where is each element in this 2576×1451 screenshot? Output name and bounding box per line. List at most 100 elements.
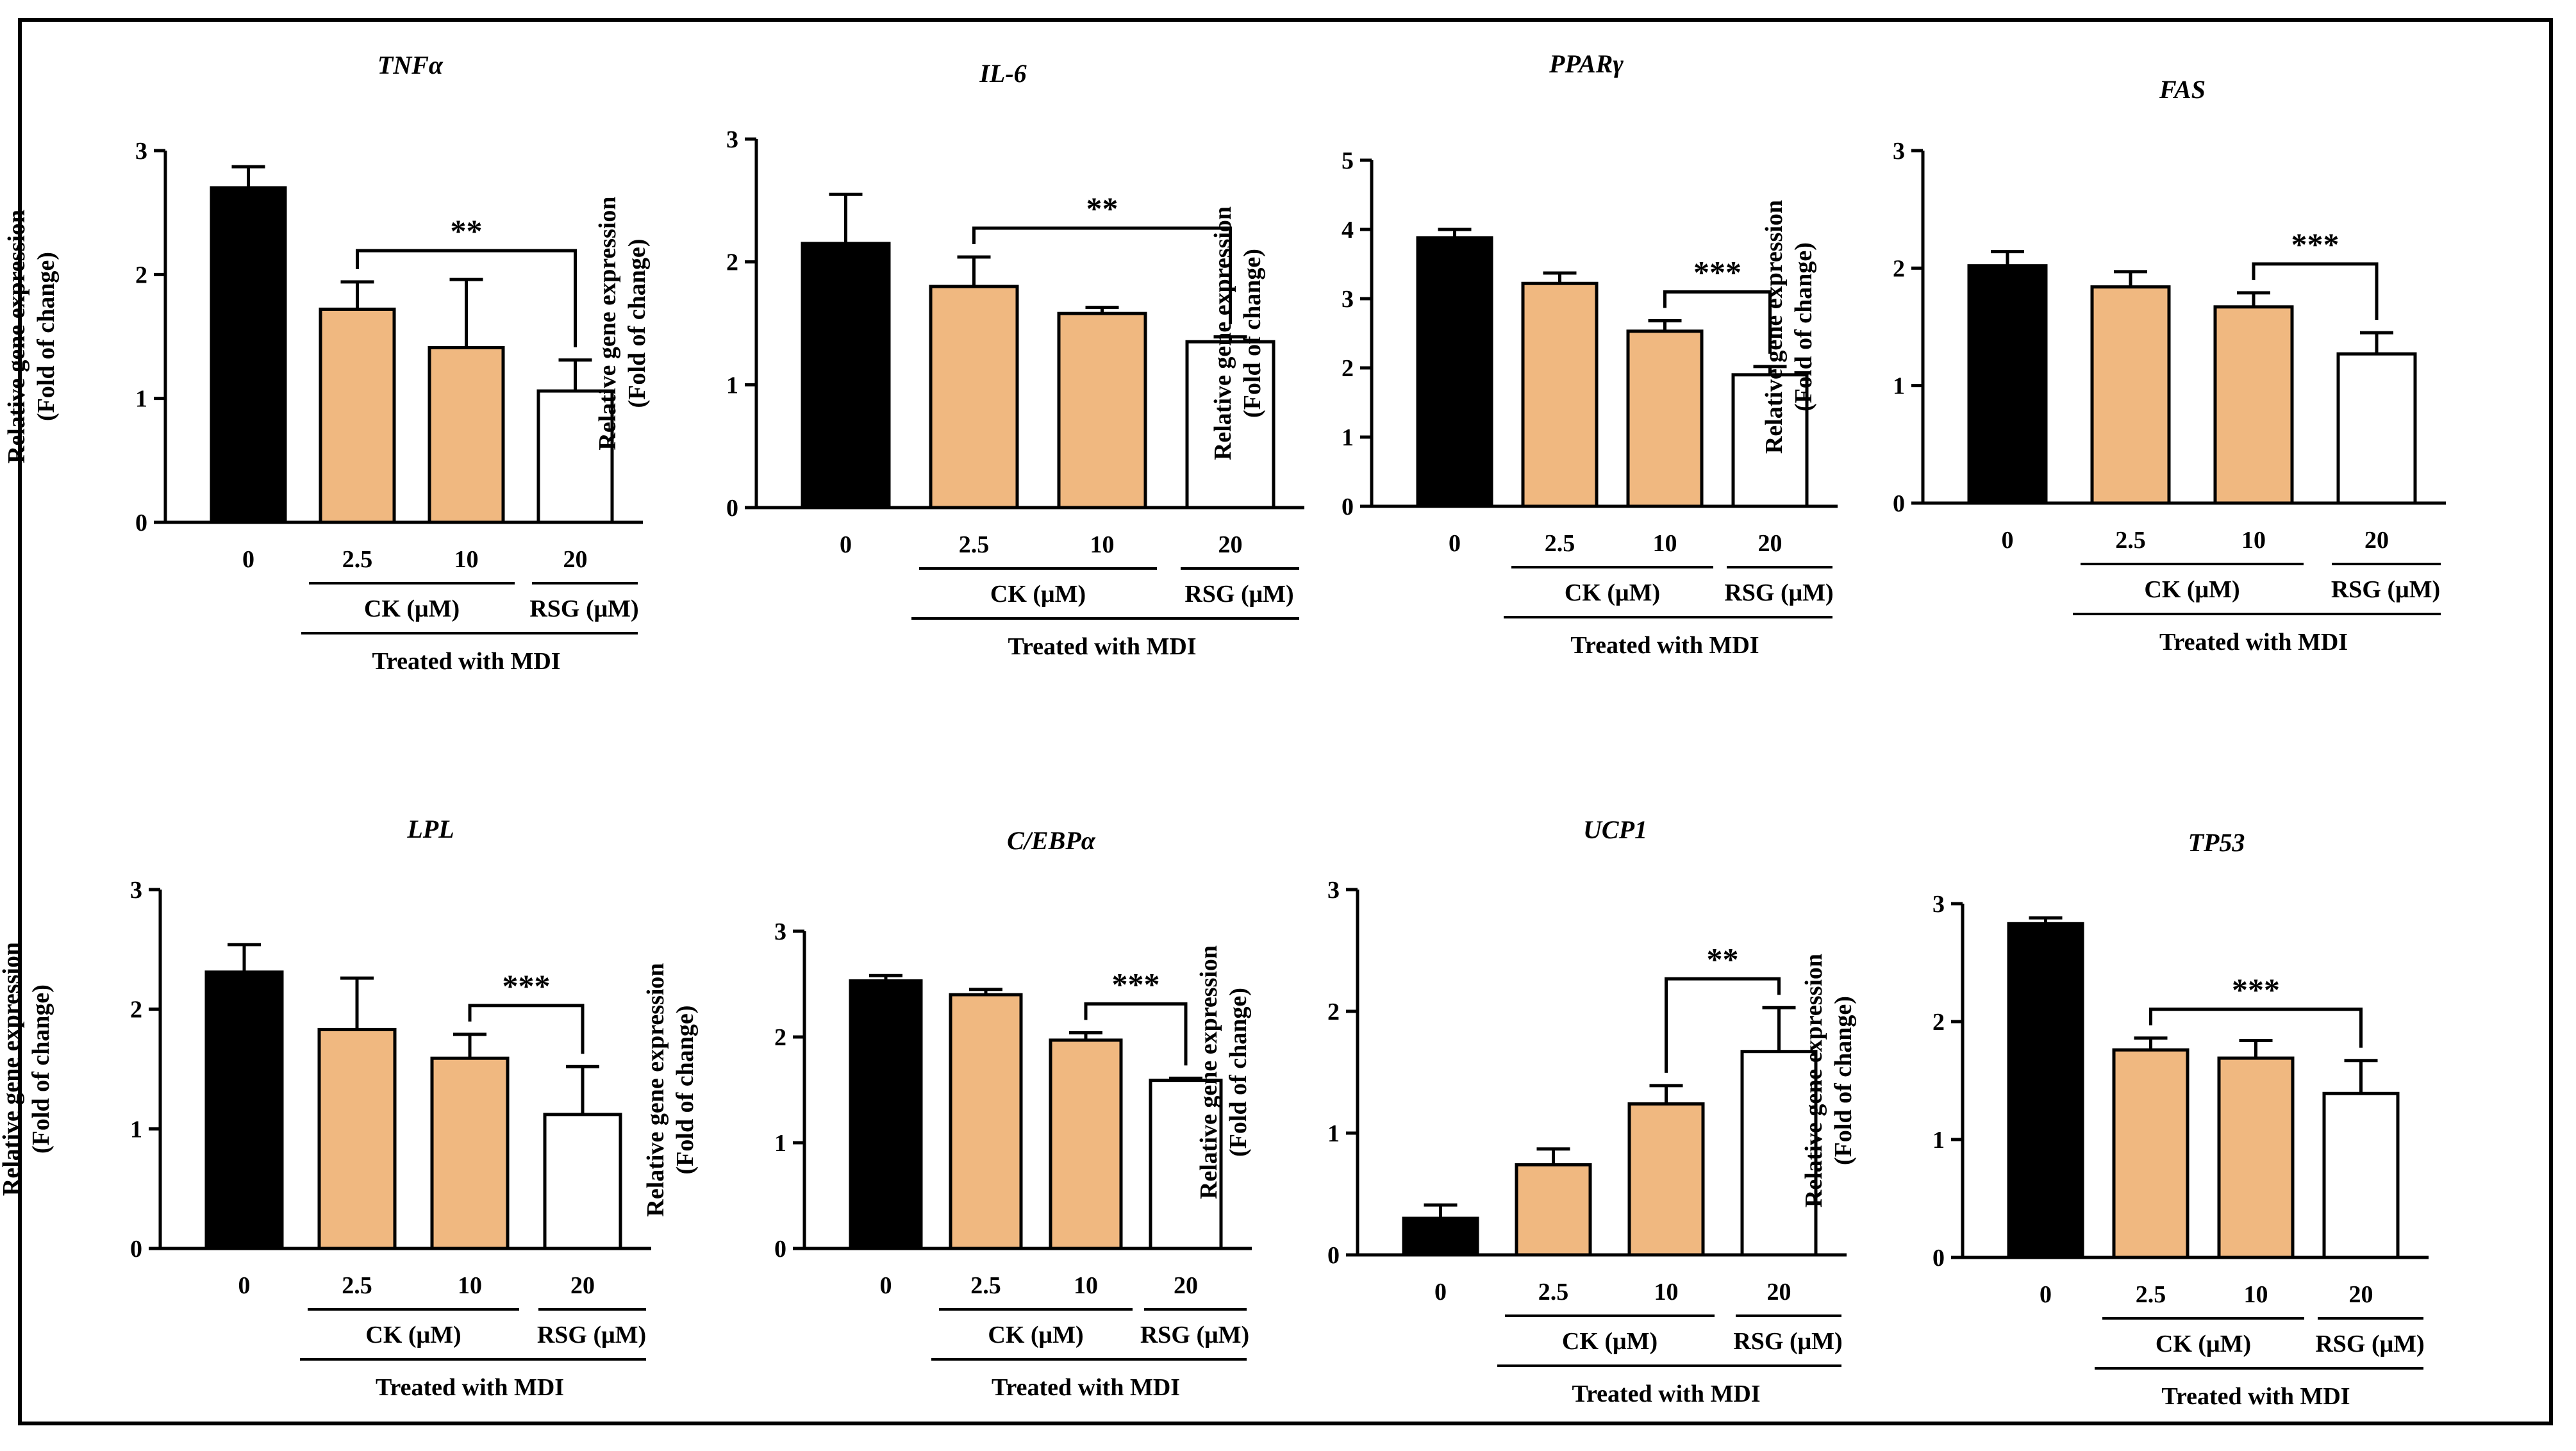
rsg-group-label: RSG (μM) [1184,581,1293,608]
bar-0 [801,242,891,510]
x-tick-label: 20 [1767,1279,1791,1306]
bar-2.5 [929,285,1019,510]
bar-10 [2213,305,2294,505]
y-axis-label-line2: (Fold of change) [1239,249,1266,418]
rsg-group-label: RSG (μM) [2315,1331,2424,1357]
bar-10 [2217,1056,2295,1259]
ck-group-label: CK (μM) [364,595,460,622]
y-tick-label: 3 [774,918,786,945]
y-axis-label: Relative gene expression (Fold of change) [1800,954,1857,1207]
y-tick-label: 3 [1893,138,1905,165]
y-axis-label: Relative gene expression (Fold of change) [1195,945,1252,1199]
ck-group-label: CK (μM) [988,1322,1083,1348]
y-axis-label-line1: Relative gene expression [1209,206,1236,460]
significance-label: ** [1086,190,1118,226]
significance-bracket [1665,977,1781,1073]
treated-group-label: Treated with MDI [376,1374,564,1401]
rsg-group-label: RSG (μM) [1140,1322,1249,1348]
significance-label: ** [451,213,483,249]
significance-label: *** [1693,254,1741,290]
bar-20 [2336,352,2417,505]
y-axis-label-line2: (Fold of change) [1225,988,1252,1157]
y-tick-label: 3 [1932,891,1945,918]
bar-0 [1402,1216,1479,1257]
rsg-group-label: RSG (μM) [1724,579,1833,606]
y-tick-label: 3 [130,877,142,904]
y-tick-label: 1 [1342,424,1354,451]
significance-bracket [2149,1007,2363,1048]
x-tick-label: 2.5 [2115,527,2146,554]
bar-2.5 [2112,1048,2190,1259]
treated-group-label: Treated with MDI [1570,632,1759,659]
bar-2.5 [1515,1163,1592,1257]
y-tick-label: 1 [135,386,147,413]
panel-title: TP53 [2188,828,2245,857]
bar-0 [2007,922,2084,1259]
x-tick-label: 20 [570,1272,595,1299]
bar-10 [1626,329,1704,508]
bar-2.5 [949,993,1023,1250]
x-tick-label: 10 [2244,1281,2268,1308]
y-tick-label: 1 [1893,373,1905,400]
bar-2.5 [319,307,396,524]
y-axis-label-line1: Relative gene expression [642,963,669,1216]
bar-20 [1731,373,1809,508]
y-axis-label-line1: Relative gene expression [1800,954,1827,1207]
panel-5: LPL Relative gene expression (Fold of chan… [0,815,651,1401]
y-tick-label: 5 [1342,147,1354,174]
bar-0 [1967,264,2048,505]
y-axis-label-line2: (Fold of change) [1830,996,1857,1165]
y-axis-label-line2: (Fold of change) [672,1006,699,1175]
y-tick-label: 0 [1932,1245,1945,1272]
bar-10 [1057,311,1147,510]
panel-title: FAS [2159,75,2206,104]
bar-0 [210,186,287,524]
significance-bracket [356,249,577,347]
x-tick-label: 0 [1449,530,1461,557]
bar-20 [1149,1079,1223,1250]
x-tick-label: 2.5 [342,546,373,573]
y-tick-label: 1 [1932,1127,1945,1154]
x-tick-label: 2.5 [2136,1281,2166,1308]
y-tick-label: 3 [1342,286,1354,313]
bar-10 [430,1056,510,1250]
ck-group-label: CK (μM) [1562,1328,1658,1355]
panel-title: IL-6 [979,59,1026,88]
y-tick-label: 0 [726,495,738,522]
significance-label: *** [2232,972,2280,1007]
bar-2.5 [1521,281,1599,508]
rsg-group-label: RSG (μM) [529,595,638,622]
y-axis-label-line1: Relative gene expression [1195,945,1222,1199]
y-axis-label: Relative gene expression (Fold of change) [1761,200,1817,454]
y-axis-label: Relative gene expression (Fold of change) [594,196,651,450]
treated-group-label: Treated with MDI [372,648,560,675]
panel-4: FAS Relative gene expression (Fold of chan… [1761,75,2446,656]
bar-20 [1185,340,1276,510]
panel-title: LPL [406,815,454,843]
y-tick-label: 2 [1893,255,1905,282]
x-tick-label: 2.5 [970,1272,1001,1299]
y-axis-label: Relative gene expression (Fold of change) [1209,206,1266,460]
y-axis-label: Relative gene expression (Fold of change) [3,210,60,463]
ck-group-label: CK (μM) [365,1322,461,1348]
y-tick-label: 1 [1327,1120,1340,1147]
x-tick-label: 10 [1090,531,1115,558]
significance-bracket [2252,262,2379,320]
treated-group-label: Treated with MDI [1572,1381,1760,1407]
x-tick-label: 10 [2241,527,2266,554]
bar-2.5 [2090,285,2171,505]
y-tick-label: 3 [726,126,738,153]
y-tick-label: 1 [726,372,738,399]
bar-20 [2322,1091,2400,1259]
x-tick-label: 2.5 [959,531,990,558]
x-tick-label: 0 [238,1272,251,1299]
y-axis-label-line2: (Fold of change) [624,239,651,408]
treated-group-label: Treated with MDI [2161,1383,2350,1410]
ck-group-label: CK (μM) [1565,579,1660,606]
ck-group-label: CK (μM) [2144,576,2239,603]
treated-group-label: Treated with MDI [992,1374,1180,1401]
y-tick-label: 3 [1327,877,1340,904]
